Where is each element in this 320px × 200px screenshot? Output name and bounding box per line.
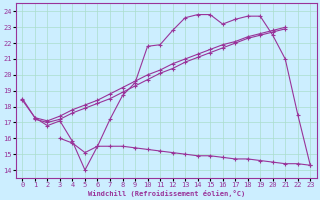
X-axis label: Windchill (Refroidissement éolien,°C): Windchill (Refroidissement éolien,°C) bbox=[88, 190, 245, 197]
